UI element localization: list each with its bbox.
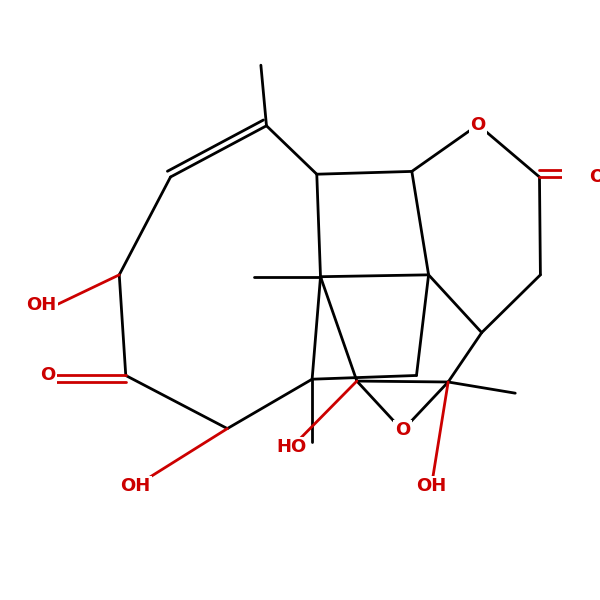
Text: OH: OH — [120, 478, 150, 496]
Text: HO: HO — [277, 438, 307, 456]
Text: O: O — [590, 168, 600, 186]
Text: O: O — [470, 116, 485, 134]
Text: OH: OH — [26, 296, 57, 314]
Text: OH: OH — [416, 478, 446, 496]
Text: O: O — [395, 421, 410, 439]
Text: O: O — [40, 367, 55, 385]
